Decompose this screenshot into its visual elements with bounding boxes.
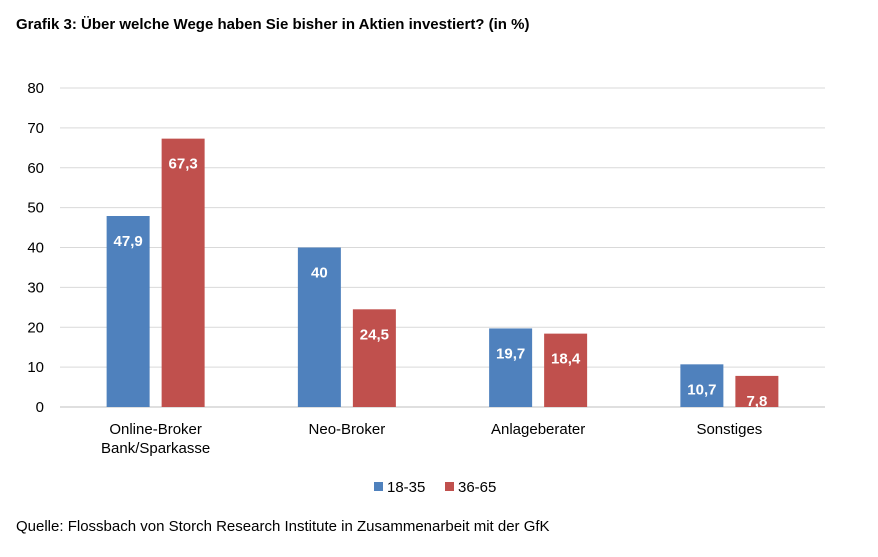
y-tick-label: 50 [27,200,44,217]
y-tick-label: 40 [27,240,44,257]
bar [297,247,341,407]
y-axis-ticks: 0 10 20 30 40 50 60 70 80 [27,80,44,416]
bar-value-label: 40 [311,265,328,282]
bar [161,138,205,408]
bar [106,215,150,407]
legend-label: 36-65 [458,479,496,496]
bar-value-label: 10,7 [687,381,716,398]
x-category-label: Neo-Broker [309,421,386,438]
legend-label: 18-35 [387,479,425,496]
bar [735,375,779,407]
bar-value-label: 67,3 [169,156,198,173]
y-tick-label: 70 [27,120,44,137]
bar [544,333,588,407]
x-category-label: Anlageberater [491,421,585,438]
x-category-label: Sonstiges [696,421,762,438]
legend: 18-35 36-65 [374,479,496,496]
y-tick-label: 10 [27,359,44,376]
bar [489,328,533,407]
legend-swatch [445,482,454,491]
chart-title: Grafik 3: Über welche Wege haben Sie bis… [16,16,530,33]
bar-value-label: 18,4 [551,351,581,368]
y-tick-label: 30 [27,279,44,296]
bar [680,364,724,407]
y-tick-label: 80 [27,80,44,97]
y-tick-label: 20 [27,319,44,336]
bar-value-label: 24,5 [360,326,389,343]
source-note: Quelle: Flossbach von Storch Research In… [16,518,550,535]
x-category-label: Online-Broker [109,421,202,438]
bars: 47,9 67,3 40 24,5 19,7 18,4 10,7 7,8 [106,138,779,410]
bar [352,309,396,407]
bar-value-label: 19,7 [496,345,525,362]
bar-value-label: 47,9 [114,233,143,250]
legend-swatch [374,482,383,491]
x-axis-categories: Online-Broker Bank/Sparkasse Neo-Broker Anl… [101,421,762,457]
x-category-label: Bank/Sparkasse [101,440,210,457]
y-tick-label: 0 [36,399,44,416]
bar-value-label: 7,8 [746,393,767,410]
gridlines [60,87,825,408]
y-tick-label: 60 [27,160,44,177]
